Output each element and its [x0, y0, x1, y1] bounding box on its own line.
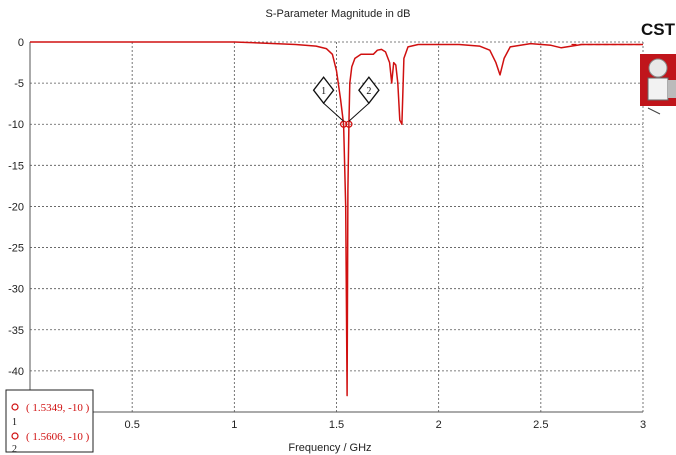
y-tick-label: -35 — [8, 325, 24, 337]
cst-logo-icon — [640, 54, 676, 115]
marker-flag-label: 1 — [321, 86, 326, 97]
x-tick-label: 1.5 — [329, 419, 344, 431]
x-axis-title: Frequency / GHz — [288, 442, 371, 454]
y-tick-label: -15 — [8, 160, 24, 172]
x-tick-label: 1 — [231, 419, 237, 431]
cst-logo-text: CST — [641, 20, 676, 39]
marker-readout-1-id: 1 — [12, 417, 17, 428]
marker-flag-label: 2 — [366, 86, 371, 97]
series-line — [30, 41, 643, 397]
y-axis-ticks: 0-5-10-15-20-25-30-35-40-45 — [8, 37, 24, 419]
grid — [30, 41, 644, 412]
y-tick-label: -5 — [14, 78, 24, 90]
y-tick-label: -40 — [8, 366, 24, 378]
x-tick-label: 2 — [436, 419, 442, 431]
marker-readout-box: 1 ( 1.5349, -10 ) 2 ( 1.5606, -10 ) — [5, 389, 94, 455]
x-tick-label: 2.5 — [533, 419, 548, 431]
marker-flag — [358, 76, 380, 105]
x-axis-ticks: 0.5 1 1.5 2 2.5 3 — [125, 419, 647, 431]
cst-logo: CST — [640, 20, 676, 115]
marker-readout-2: 2 ( 1.5606, -10 ) — [11, 431, 90, 455]
x-tick-label: 0.5 — [125, 419, 140, 431]
marker-readout-2-id: 2 — [12, 444, 17, 455]
marker-flag — [312, 76, 335, 105]
y-tick-label: -10 — [8, 119, 24, 131]
y-tick-label: 0 — [18, 37, 24, 49]
marker-readout-1-label: ( 1.5349, -10 ) — [26, 402, 90, 414]
y-tick-label: -20 — [8, 201, 24, 213]
y-tick-label: -30 — [8, 284, 24, 296]
marker-readout-1: 1 ( 1.5349, -10 ) — [11, 402, 90, 428]
y-tick-label: -25 — [8, 243, 24, 255]
marker-flag-pointer — [348, 102, 370, 122]
marker-readout-2-label: ( 1.5606, -10 ) — [26, 431, 90, 443]
x-tick-label: 3 — [640, 419, 646, 431]
chart-title: S-Parameter Magnitude in dB — [266, 8, 411, 20]
marker-flag-pointer — [323, 102, 344, 122]
series-group — [30, 41, 643, 397]
